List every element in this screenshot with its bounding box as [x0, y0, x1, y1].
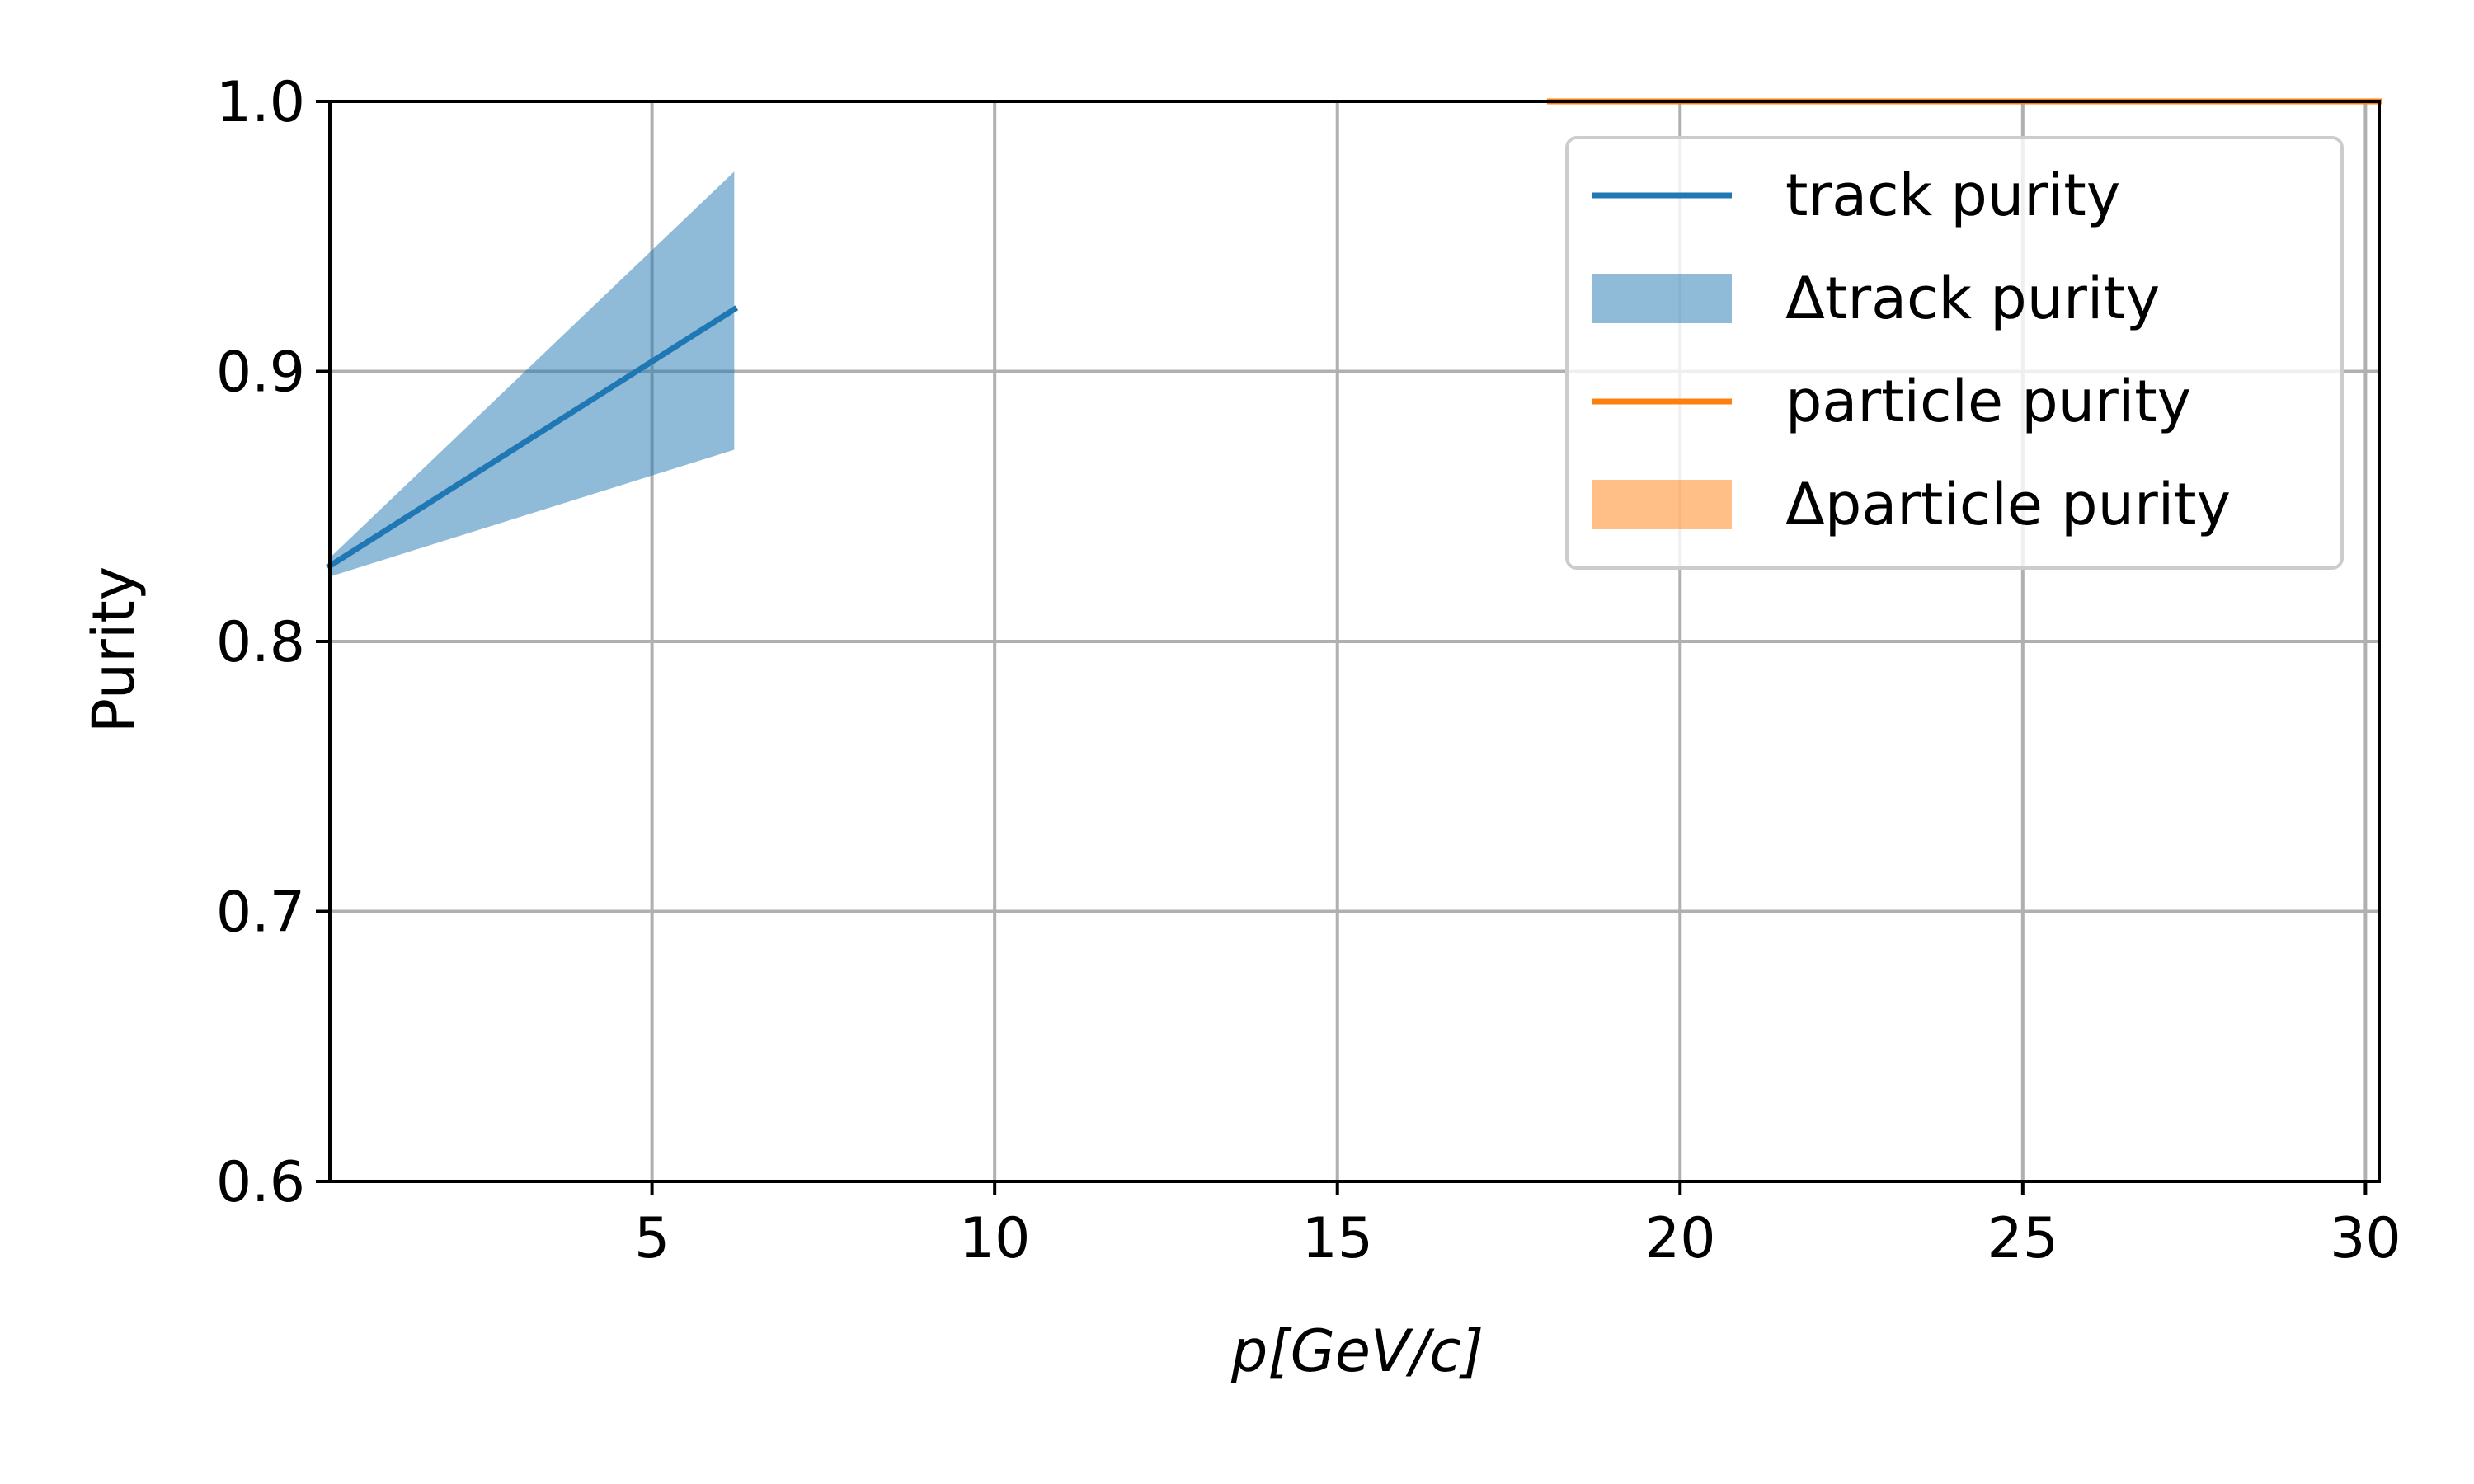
- legend-swatch-band-1: [1592, 480, 1732, 529]
- x-tick-label-5: 30: [2330, 1206, 2401, 1271]
- axis-labels: p[GeV/c] Purity: [80, 566, 1484, 1385]
- axis-ticks: 5 10 15 20 25 30 0.6 0.7 0.8 0.9 1.0: [216, 70, 2401, 1271]
- series-line-0: [326, 305, 739, 571]
- y-tick-label-3: 0.9: [216, 340, 305, 406]
- y-tick-label-4: 1.0: [216, 70, 305, 135]
- x-tick-label-1: 10: [959, 1206, 1031, 1271]
- x-tick-label-2: 15: [1301, 1206, 1373, 1271]
- y-tick-label-0: 0.6: [216, 1150, 305, 1215]
- y-tick-label-2: 0.8: [216, 610, 305, 675]
- legend: track purity Δtrack purity particle purity…: [1565, 136, 2344, 570]
- band-0: [330, 171, 735, 577]
- legend-label-band-0: Δtrack purity: [1785, 265, 2160, 332]
- x-tick-label-3: 20: [1644, 1206, 1716, 1271]
- x-tick-label-4: 25: [1987, 1206, 2059, 1271]
- confidence-bands: [330, 171, 735, 577]
- legend-box: [1565, 136, 2344, 570]
- legend-label-band-1: Δparticle purity: [1785, 471, 2231, 538]
- legend-label-line-0: track purity: [1785, 162, 2120, 229]
- y-axis-label: Purity: [80, 566, 148, 733]
- y-tick-label-1: 0.7: [216, 881, 305, 946]
- legend-swatch-band-0: [1592, 274, 1732, 323]
- legend-label-line-1: particle purity: [1785, 368, 2191, 435]
- x-axis-label: p[GeV/c]: [1230, 1317, 1484, 1385]
- x-tick-label-0: 5: [634, 1206, 670, 1271]
